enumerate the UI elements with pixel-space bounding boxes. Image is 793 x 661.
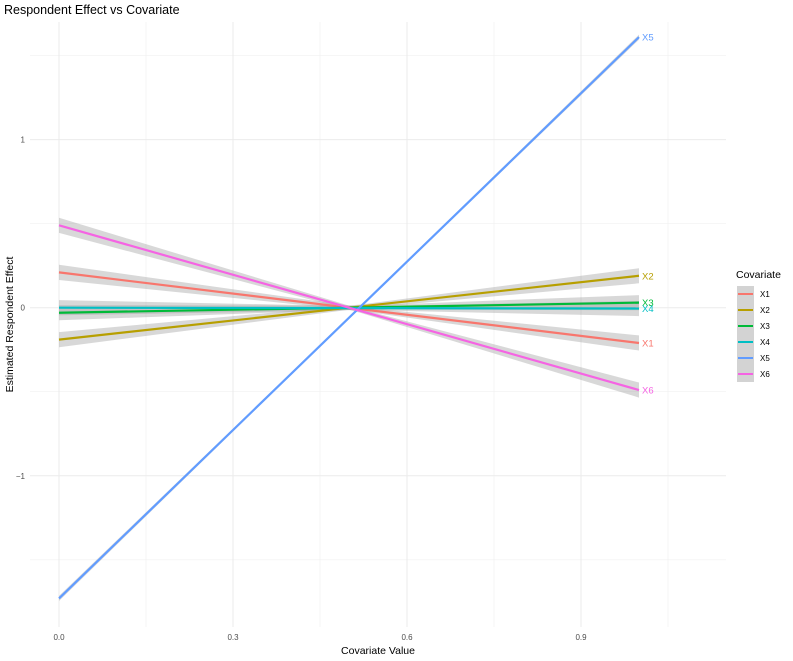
end-label-x4: X4 (642, 304, 654, 315)
y-tick-label: 1 (21, 136, 26, 145)
end-label-x6: X6 (642, 386, 654, 397)
y-tick-label: 0 (21, 304, 26, 313)
legend-label-x5: X5 (760, 354, 770, 363)
x-tick-label: 0.0 (53, 633, 65, 642)
gridlines (30, 22, 726, 627)
end-label-x3: X3 (642, 298, 654, 309)
legend: Covariate X1 X2 X3 X4 X5 X6 (736, 269, 781, 382)
y-axis-title: Estimated Respondent Effect (4, 257, 16, 393)
x-tick-label: 0.6 (401, 633, 413, 642)
legend-label-x3: X3 (760, 322, 770, 331)
legend-label-x6: X6 (760, 370, 770, 379)
legend-label-x1: X1 (760, 290, 770, 299)
legend-label-x2: X2 (760, 306, 770, 315)
x-axis-title: Covariate Value (341, 645, 415, 657)
chart-title: Respondent Effect vs Covariate (4, 3, 180, 17)
legend-title: Covariate (736, 269, 781, 281)
end-label-x5: X5 (642, 33, 654, 44)
legend-label-x4: X4 (760, 338, 770, 347)
x-tick-label: 0.3 (227, 633, 239, 642)
series-line-x5 (58, 36, 640, 600)
series-line-x6 (58, 224, 640, 392)
y-axis-ticks: −1 0 1 (16, 136, 26, 481)
y-tick-label: −1 (16, 472, 26, 481)
end-label-x2: X2 (642, 271, 654, 282)
series-lines (58, 36, 640, 600)
x-axis-ticks: 0.0 0.3 0.6 0.9 (53, 633, 587, 642)
end-label-x1: X1 (642, 338, 654, 349)
x-tick-label: 0.9 (575, 633, 587, 642)
